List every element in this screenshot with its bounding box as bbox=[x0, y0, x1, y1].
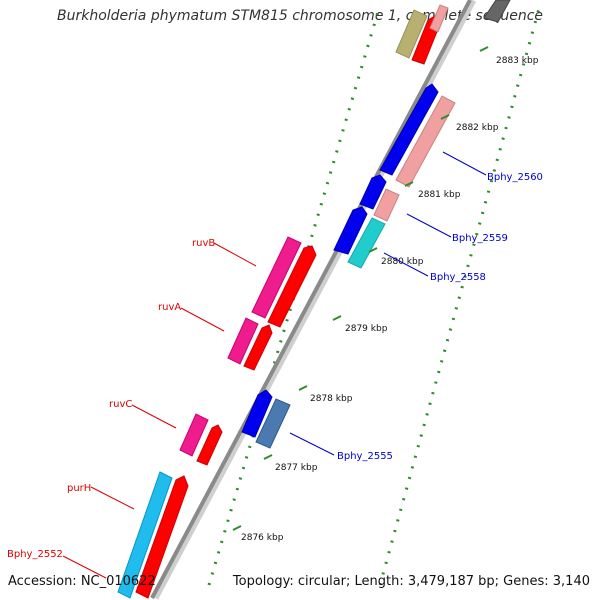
gene-edge-top[interactable] bbox=[429, 4, 449, 33]
gene-bphy_2560[interactable] bbox=[379, 83, 439, 176]
genome-info-text: Topology: circular; Length: 3,479,187 bp… bbox=[232, 574, 590, 589]
gene-bphy_2559-b[interactable] bbox=[373, 188, 400, 222]
callout-ruvA bbox=[180, 307, 225, 332]
tick-label-2877: 2877 kbp bbox=[275, 463, 318, 473]
gene-bphy_2555[interactable] bbox=[241, 389, 273, 438]
gene-top-olive[interactable] bbox=[395, 9, 428, 59]
gene-ruvB[interactable] bbox=[251, 236, 302, 319]
label-bphy_2558[interactable]: Bphy_2558 bbox=[430, 272, 486, 283]
tick-label-2879: 2879 kbp bbox=[345, 324, 388, 334]
gene-bphy_2555-b[interactable] bbox=[255, 398, 291, 449]
accession-text: Accession: NC_010622 bbox=[8, 574, 156, 589]
label-ruvB[interactable]: ruvB bbox=[192, 238, 215, 249]
backbone-line bbox=[150, 0, 472, 599]
label-bphy_2560[interactable]: Bphy_2560 bbox=[487, 172, 543, 183]
label-bphy_2559[interactable]: Bphy_2559 bbox=[452, 233, 508, 244]
callout-ruvB bbox=[213, 242, 257, 267]
callout-bphy_2558 bbox=[383, 252, 429, 277]
tick-label-2878: 2878 kbp bbox=[310, 394, 353, 404]
gene-bphy_2557[interactable] bbox=[267, 245, 317, 328]
gene-bphy_2552[interactable] bbox=[117, 471, 173, 599]
ruler-line-left bbox=[207, 4, 382, 586]
callout-purH bbox=[90, 486, 135, 510]
callout-ruvC bbox=[131, 404, 177, 429]
tick-label-2882: 2882 kbp bbox=[456, 123, 499, 133]
ruler-line-right bbox=[378, 4, 542, 586]
tick-label-2876: 2876 kbp bbox=[241, 533, 284, 543]
gene-ruvC[interactable] bbox=[179, 413, 209, 457]
callout-bphy_2552 bbox=[62, 555, 107, 579]
gene-bphy_2558[interactable] bbox=[333, 206, 368, 255]
label-ruvA[interactable]: ruvA bbox=[158, 302, 181, 313]
callout-bphy_2555 bbox=[289, 432, 335, 456]
gene-top-gray[interactable] bbox=[483, 0, 511, 23]
ruler-ticks: 2876 kbp 2877 kbp 2878 kbp 2879 kbp 2880… bbox=[232, 46, 539, 543]
gene-bphy_2554[interactable] bbox=[243, 324, 273, 371]
tick-label-2883: 2883 kbp bbox=[496, 56, 539, 66]
tick-label-2881: 2881 kbp bbox=[418, 190, 461, 200]
gene-bphy_2559[interactable] bbox=[359, 174, 387, 210]
gene-ruvA[interactable] bbox=[227, 317, 259, 365]
label-bphy_2555[interactable]: Bphy_2555 bbox=[337, 451, 393, 462]
label-purH[interactable]: purH bbox=[67, 483, 91, 494]
gene-bphy_2558-b[interactable] bbox=[347, 217, 386, 269]
label-ruvC[interactable]: ruvC bbox=[109, 399, 132, 410]
gene-purH[interactable] bbox=[135, 475, 189, 599]
callout-bphy_2560 bbox=[442, 151, 487, 176]
label-bphy_2552[interactable]: Bphy_2552 bbox=[7, 549, 63, 560]
gene-bphy_2553[interactable] bbox=[196, 424, 223, 466]
gene-bphy_2560-b[interactable] bbox=[395, 95, 456, 188]
callout-bphy_2559 bbox=[406, 213, 452, 238]
tick-label-2880: 2880 kbp bbox=[381, 257, 424, 267]
